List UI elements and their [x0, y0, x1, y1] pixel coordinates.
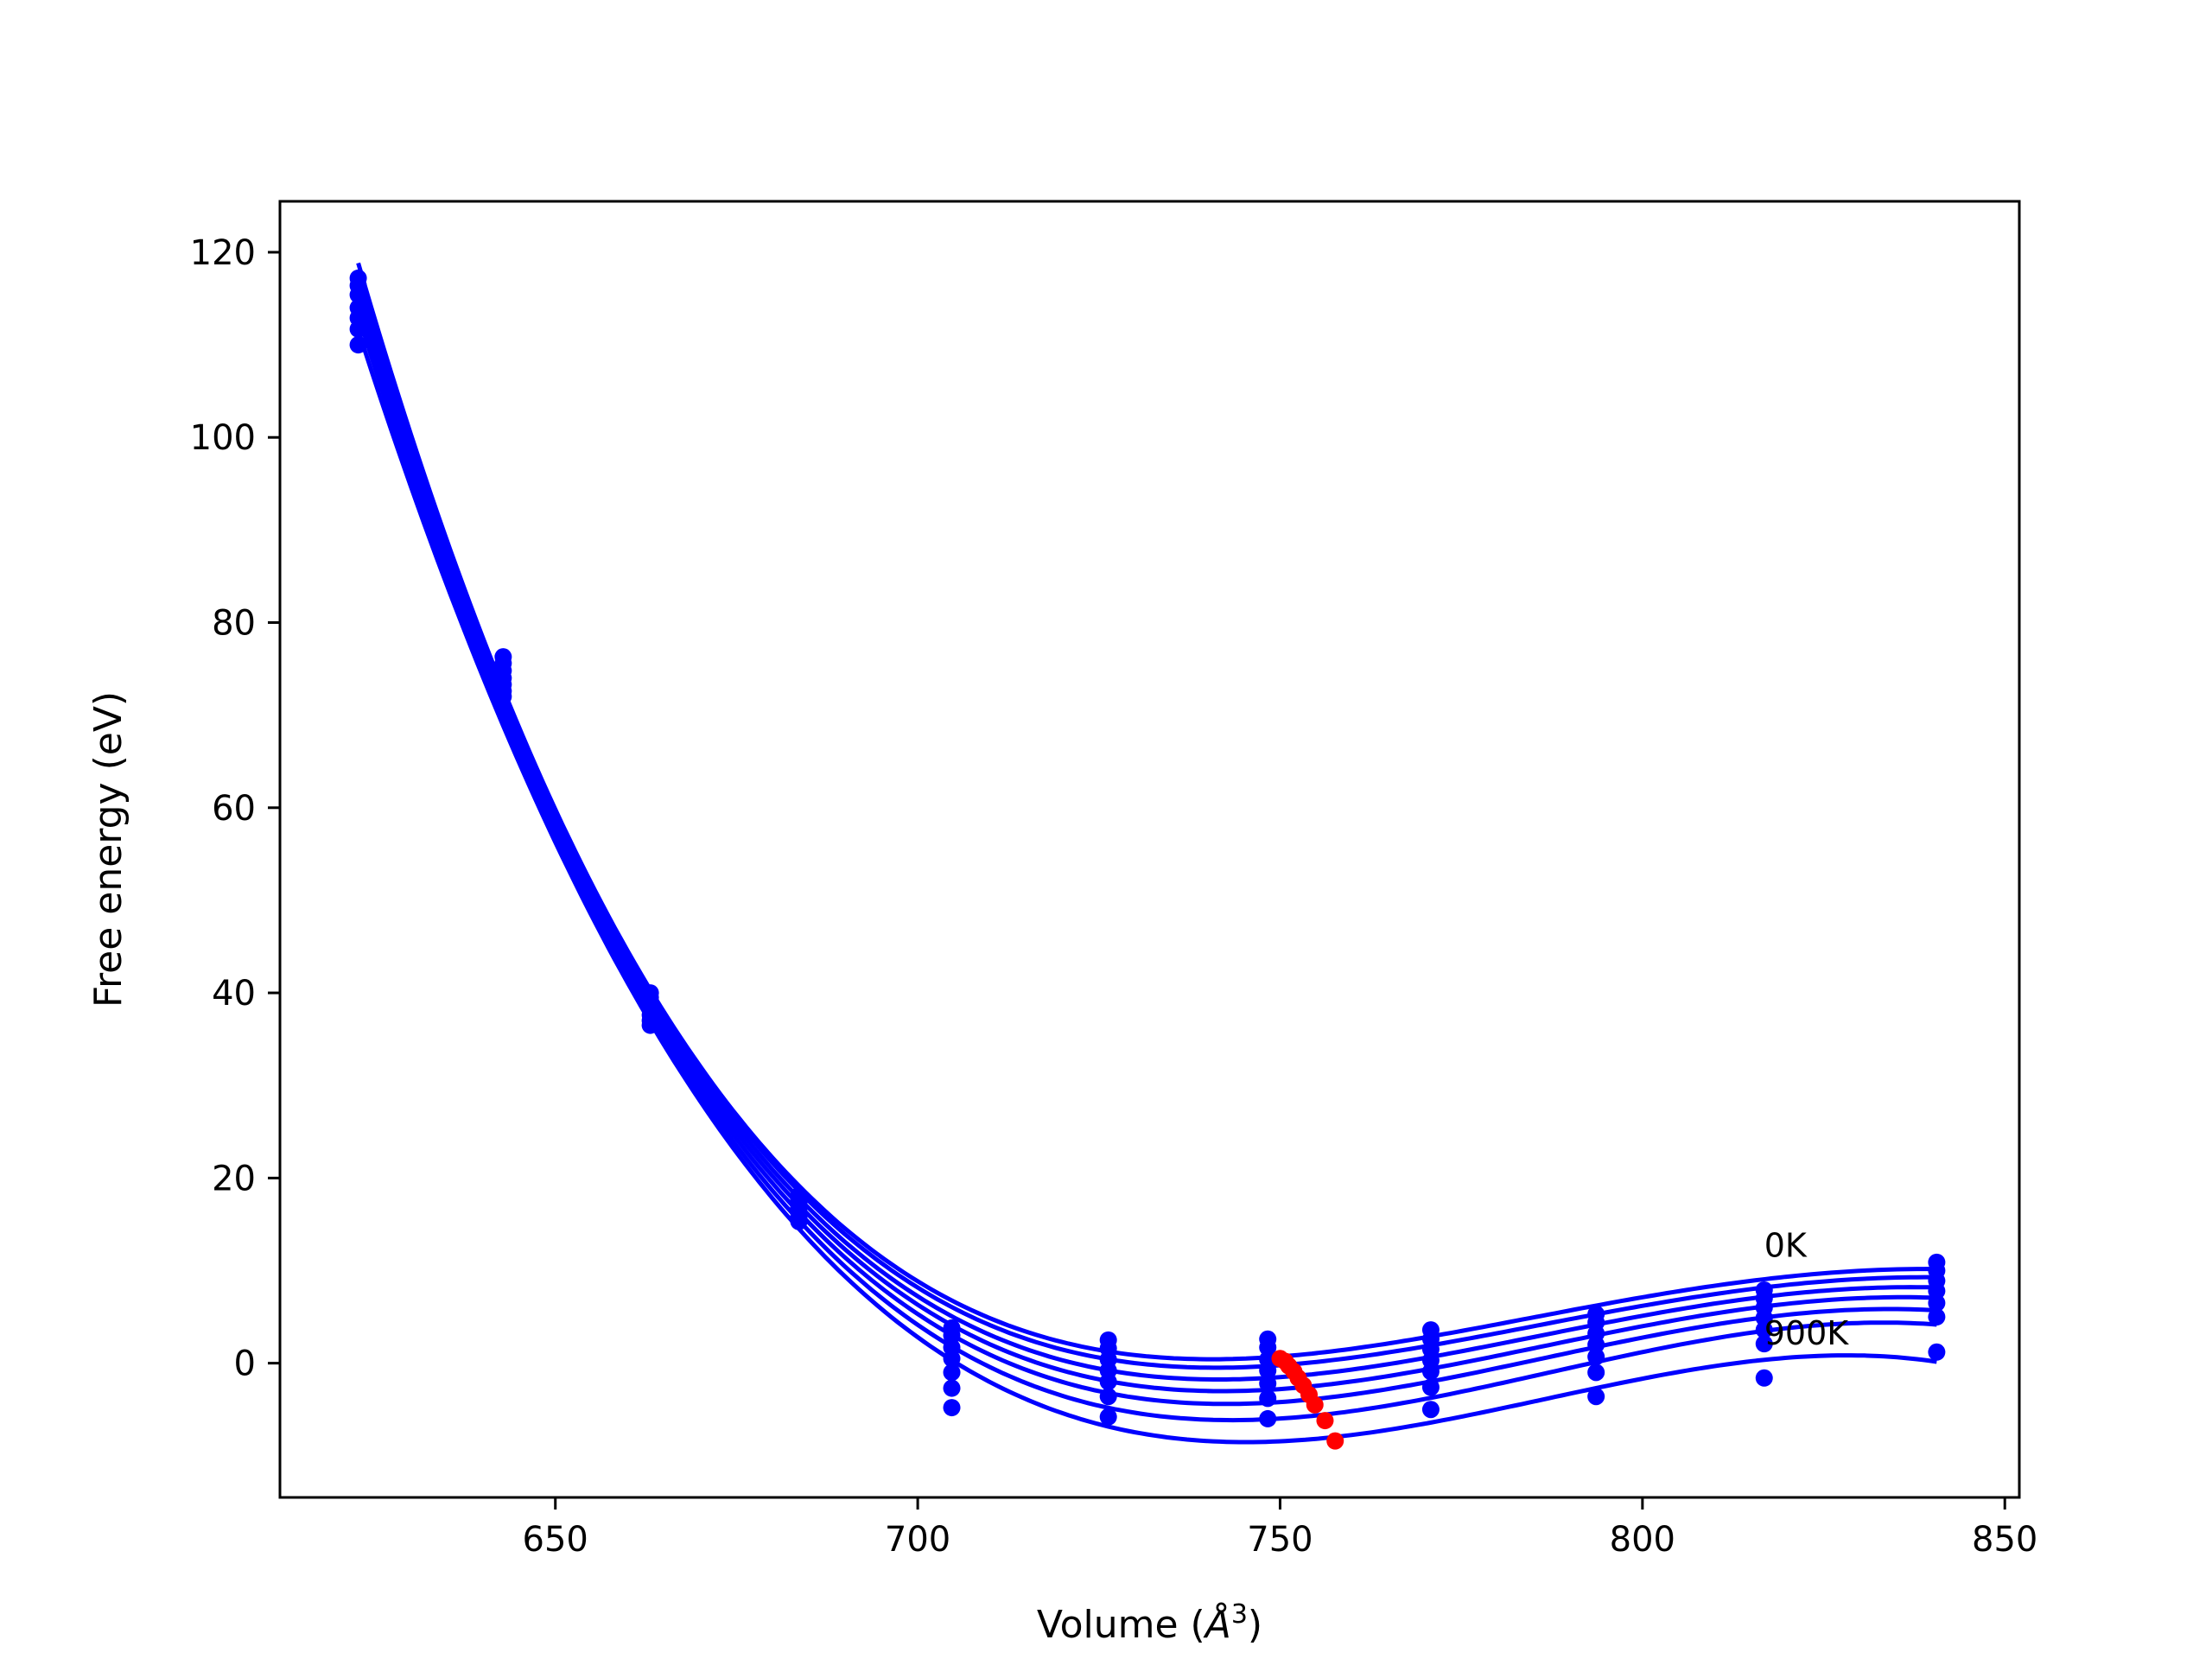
- x-axis-label: Volume (Å3): [1037, 1599, 1262, 1648]
- data-point: [943, 1326, 961, 1344]
- data-point: [1928, 1343, 1946, 1361]
- data-point: [1421, 1363, 1440, 1381]
- data-point: [1755, 1369, 1773, 1387]
- data-point: [1421, 1378, 1440, 1396]
- data-point: [1259, 1409, 1277, 1427]
- axes-frame: [278, 200, 2021, 1499]
- annotation-last: 900K: [1764, 1314, 1850, 1352]
- y-tick-label: 120: [190, 233, 256, 273]
- y-axis-label: Free energy (eV): [86, 691, 130, 1007]
- x-tick-label: 700: [885, 1520, 950, 1560]
- annotations: 0K 900K: [1764, 1226, 1850, 1352]
- data-point: [1587, 1336, 1605, 1354]
- x-axis-label-prefix: Volume (: [1037, 1603, 1205, 1647]
- data-point: [1755, 1321, 1773, 1339]
- data-point: [1259, 1338, 1277, 1357]
- y-tick-label: 20: [212, 1159, 256, 1198]
- data-point: [1259, 1375, 1277, 1393]
- data-point: [943, 1363, 961, 1382]
- data-point: [1099, 1408, 1117, 1426]
- minimum-point: [1326, 1432, 1344, 1450]
- x-tick-label: 650: [523, 1520, 588, 1560]
- fit-curves: [356, 262, 1937, 1445]
- data-point: [1099, 1388, 1117, 1406]
- x-tick-label: 800: [1610, 1520, 1675, 1560]
- data-point: [943, 1379, 961, 1397]
- x-tick-label: 750: [1247, 1520, 1313, 1560]
- data-point: [494, 688, 512, 706]
- minimum-point: [1306, 1395, 1324, 1414]
- data-point: [1755, 1335, 1773, 1353]
- data-point: [1755, 1309, 1773, 1327]
- data-points: [349, 269, 1946, 1427]
- fit-curve-1: [356, 270, 1937, 1370]
- data-point: [1928, 1308, 1946, 1326]
- fit-curve-4: [356, 302, 1937, 1407]
- minimum-points: [1271, 1350, 1344, 1450]
- fit-curve-3: [356, 293, 1937, 1394]
- x-axis-label-suffix: ): [1248, 1603, 1262, 1647]
- data-point: [1099, 1373, 1117, 1391]
- data-point: [943, 1350, 961, 1368]
- data-point: [1587, 1348, 1605, 1366]
- annotation-first: 0K: [1764, 1226, 1808, 1264]
- x-axis-label-exponent: 3: [1231, 1599, 1248, 1630]
- y-tick-label: 60: [212, 789, 256, 829]
- data-point: [1587, 1363, 1605, 1382]
- data-point: [1259, 1389, 1277, 1408]
- y-tick-label: 80: [212, 604, 256, 644]
- data-point: [349, 320, 367, 338]
- fit-curve-6: [356, 329, 1937, 1445]
- fit-curve-0: [356, 262, 1937, 1362]
- minimum-point: [1316, 1412, 1334, 1430]
- data-point: [641, 1016, 659, 1034]
- data-point: [790, 1212, 808, 1230]
- x-tick-label: 850: [1972, 1520, 2037, 1560]
- y-axis-ticks: 0 20 40 60 80 100 120: [190, 233, 280, 1384]
- y-tick-label: 100: [190, 418, 256, 458]
- x-axis-label-unit: Å: [1203, 1601, 1231, 1647]
- data-point: [1928, 1282, 1946, 1300]
- data-point: [1421, 1401, 1440, 1419]
- data-point: [349, 336, 367, 354]
- data-point: [943, 1399, 961, 1417]
- x-axis-ticks: 650 700 750 800 850: [523, 1497, 2037, 1560]
- data-point: [1587, 1388, 1605, 1406]
- y-tick-label: 0: [234, 1344, 256, 1384]
- fit-curve-2: [356, 280, 1937, 1382]
- data-point: [1928, 1294, 1946, 1312]
- data-point: [349, 286, 367, 304]
- fit-curve-5: [356, 314, 1937, 1423]
- data-point: [1259, 1362, 1277, 1380]
- y-tick-label: 40: [212, 974, 256, 1014]
